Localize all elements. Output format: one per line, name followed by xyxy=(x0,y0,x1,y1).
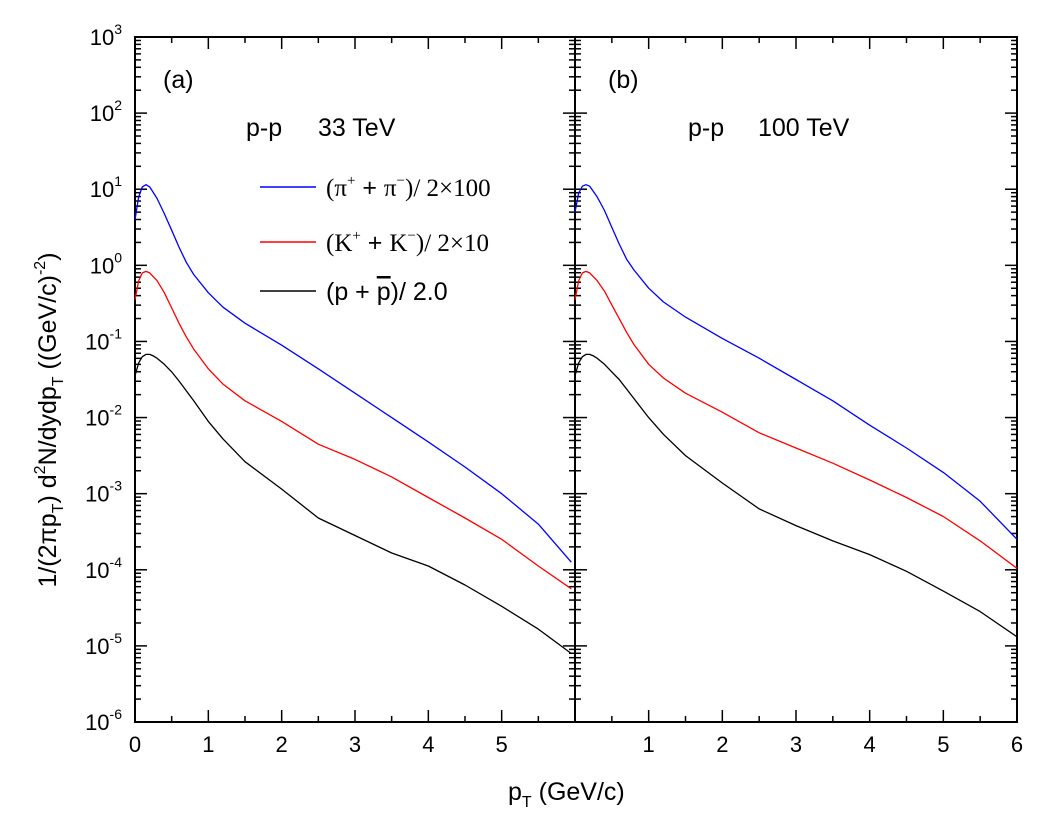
panel-title-b-energy: 100 TeV xyxy=(758,114,850,142)
x-tick-label: 5 xyxy=(496,732,508,757)
x-tick-label: 3 xyxy=(349,732,361,757)
series-line-kaon xyxy=(574,270,1018,569)
x-tick-label: 1 xyxy=(643,732,655,757)
y-tick-label: 103 xyxy=(90,21,122,50)
x-tick-label: 2 xyxy=(276,732,288,757)
legend-label-proton: (p + p)/ 2.0 xyxy=(326,278,448,306)
y-tick-label: 10-2 xyxy=(85,402,122,431)
y-axis-label: 1/(2πpT) d2N/dydpT ((GeV/c)-2) xyxy=(32,252,67,587)
y-tick-label: 102 xyxy=(90,97,122,126)
panel-label-b: (b) xyxy=(608,66,639,94)
y-tick-label: 10-3 xyxy=(85,478,122,507)
x-tick-label: 2 xyxy=(716,732,728,757)
x-tick-label: 4 xyxy=(864,732,876,757)
y-tick-label: 10-1 xyxy=(85,325,122,354)
series-line-pion xyxy=(134,184,572,563)
x-tick-label: 5 xyxy=(937,732,949,757)
y-tick-label: 10-5 xyxy=(85,630,122,659)
legend: (π+ + π−)/ 2×100 (K+ + K−)/ 2×10 (p + p)… xyxy=(260,173,491,306)
x-tick-label: 0 xyxy=(129,732,141,757)
x-tick-label: 3 xyxy=(790,732,802,757)
panel-title-a-system: p-p xyxy=(246,114,282,142)
y-tick-labels: 103 102 101 100 10-1 10-2 10-3 10-4 10-5 10-6 xyxy=(85,21,122,735)
y-tick-label: 10-6 xyxy=(85,706,122,735)
series-line-kaon xyxy=(134,270,572,590)
x-axis-label: pT (GeV/c) xyxy=(508,778,625,811)
panel-b: 1 2 3 4 5 6 xyxy=(574,36,1023,757)
panel-title-b-system: p-p xyxy=(688,114,724,142)
x-tick-label: 6 xyxy=(1011,732,1023,757)
legend-label-kaon: (K+ + K−)/ 2×10 xyxy=(326,228,489,257)
x-tick-label: 1 xyxy=(202,732,214,757)
series-line-proton xyxy=(574,353,1018,638)
y-tick-label: 100 xyxy=(90,249,122,278)
panel-label-a: (a) xyxy=(163,66,194,94)
series-line-pion xyxy=(574,184,1018,540)
series-line-proton xyxy=(134,353,572,655)
y-tick-label: 10-4 xyxy=(85,554,122,583)
panel-title-a-energy: 33 TeV xyxy=(318,114,396,142)
legend-label-pion: (π+ + π−)/ 2×100 xyxy=(326,173,491,202)
y-tick-label: 101 xyxy=(90,173,122,202)
panel-a: 0 1 2 3 4 5 xyxy=(129,36,576,757)
x-tick-label: 4 xyxy=(422,732,434,757)
